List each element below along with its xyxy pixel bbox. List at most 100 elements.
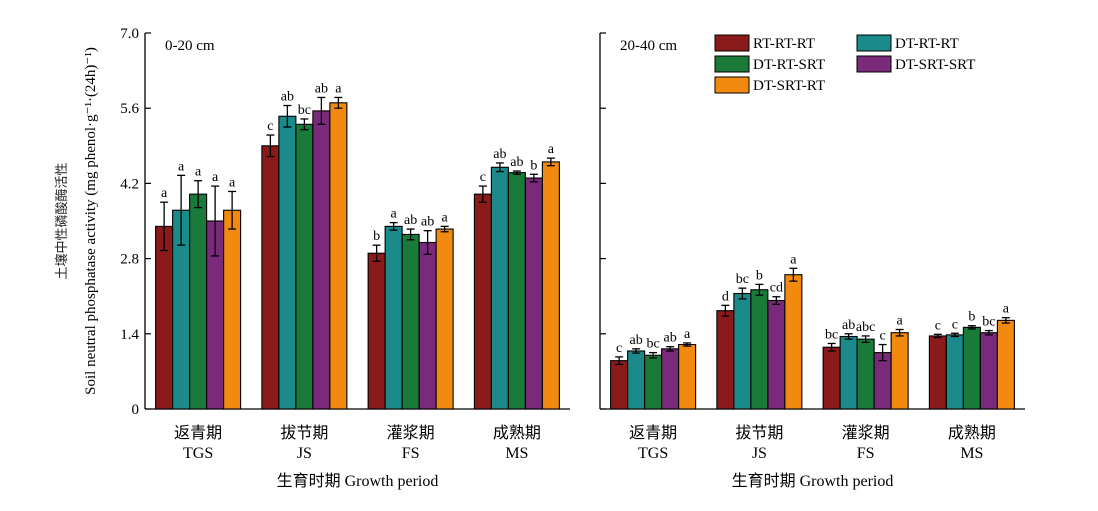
significance-letter: a (229, 175, 236, 190)
bar (278, 115, 297, 410)
significance-letter: c (952, 317, 958, 332)
x-tick-label-cn: 拔节期 (280, 424, 328, 442)
legend-label: RT-RT-RT (753, 36, 815, 52)
significance-letter: a (442, 210, 449, 225)
x-tick-label-en: MS (505, 445, 528, 462)
significance-letter: a (391, 207, 398, 222)
significance-letter: ab (510, 155, 523, 170)
bar (295, 123, 314, 410)
x-tick-label-en: TGS (183, 445, 213, 462)
x-tick-label-cn: 返青期 (629, 424, 677, 442)
legend-label: DT-SRT-RT (753, 78, 825, 94)
bar (839, 335, 858, 410)
significance-letter: cd (770, 281, 783, 296)
x-tick-label-en: TGS (638, 445, 668, 462)
y-axis-title-en: Soil neutral phosphatase activity (mg ph… (83, 47, 99, 395)
significance-letter: b (373, 229, 380, 244)
significance-letter: a (195, 165, 202, 180)
bar (418, 241, 437, 410)
panel-depth-label: 0-20 cm (165, 38, 215, 54)
bar (610, 360, 629, 410)
significance-letter: c (935, 318, 941, 333)
bar (661, 348, 680, 410)
bar (384, 225, 403, 410)
bar (541, 161, 560, 410)
x-tick-label-cn: 灌浆期 (842, 424, 890, 442)
bar (945, 334, 964, 410)
significance-letter: ab (404, 213, 417, 228)
bar (507, 172, 526, 410)
significance-letter: a (212, 170, 219, 185)
bar (329, 102, 348, 410)
significance-letter: a (178, 159, 185, 174)
y-tick-label: 0 (132, 402, 140, 418)
significance-letter: ab (842, 318, 855, 333)
significance-letter: ab (664, 331, 677, 346)
x-axis-title: 生育时期 Growth period (277, 472, 439, 490)
bar (367, 252, 386, 410)
bar (473, 193, 492, 410)
y-axis-title-cn: 土壤中性磷酸酶活性 (54, 162, 69, 279)
bar (750, 289, 769, 410)
significance-letter: bc (647, 337, 660, 352)
bar (261, 145, 280, 410)
bar (312, 110, 331, 410)
y-tick-label: 2.8 (120, 252, 139, 268)
significance-letter: a (897, 314, 904, 329)
y-tick-label: 7.0 (120, 26, 139, 42)
x-tick-label-en: JS (297, 445, 312, 462)
significance-letter: ab (630, 333, 643, 348)
significance-letter: bc (298, 103, 311, 118)
legend-swatch (714, 76, 750, 94)
significance-letter: b (756, 268, 763, 283)
bar (627, 350, 646, 410)
bar (767, 299, 786, 410)
bar (435, 228, 454, 410)
bar (401, 233, 420, 410)
significance-letter: a (684, 327, 691, 342)
significance-letter: bc (982, 315, 995, 330)
bar (678, 343, 697, 410)
significance-letter: c (616, 341, 622, 356)
significance-letter: abc (856, 320, 875, 335)
x-tick-label-cn: 返青期 (174, 424, 222, 442)
bar (928, 335, 947, 410)
x-tick-label-cn: 成熟期 (493, 424, 541, 442)
legend-label: DT-SRT-SRT (895, 57, 975, 73)
significance-letter: bc (736, 272, 749, 287)
legend-label: DT-RT-SRT (753, 57, 825, 73)
significance-letter: ab (421, 215, 434, 230)
bar (996, 319, 1015, 410)
significance-letter: c (880, 329, 886, 344)
x-tick-label-cn: 灌浆期 (387, 424, 435, 442)
bar (524, 177, 543, 410)
significance-letter: c (480, 170, 486, 185)
x-tick-label-en: JS (752, 445, 767, 462)
bar (856, 338, 875, 410)
legend-swatch (714, 34, 750, 52)
significance-letter: c (267, 119, 273, 134)
bar (716, 310, 735, 410)
bar (155, 225, 174, 410)
bar (784, 274, 803, 410)
bar (822, 346, 841, 410)
significance-letter: a (335, 81, 342, 96)
x-tick-label-en: FS (402, 445, 420, 462)
panel-depth-label: 20-40 cm (620, 38, 677, 54)
legend-swatch (856, 34, 892, 52)
significance-letter: bc (825, 327, 838, 342)
x-tick-label-cn: 成熟期 (948, 424, 996, 442)
y-tick-label: 4.2 (120, 176, 139, 192)
bar (962, 326, 981, 410)
x-tick-label-en: FS (857, 445, 875, 462)
bar (490, 166, 509, 410)
bar (979, 332, 998, 410)
significance-letter: a (161, 186, 168, 201)
x-tick-label-cn: 拔节期 (735, 424, 783, 442)
x-axis-title: 生育时期 Growth period (732, 472, 894, 490)
bar (189, 193, 208, 410)
bar (644, 354, 663, 410)
significance-letter: b (968, 310, 975, 325)
y-tick-label: 1.4 (120, 327, 139, 343)
